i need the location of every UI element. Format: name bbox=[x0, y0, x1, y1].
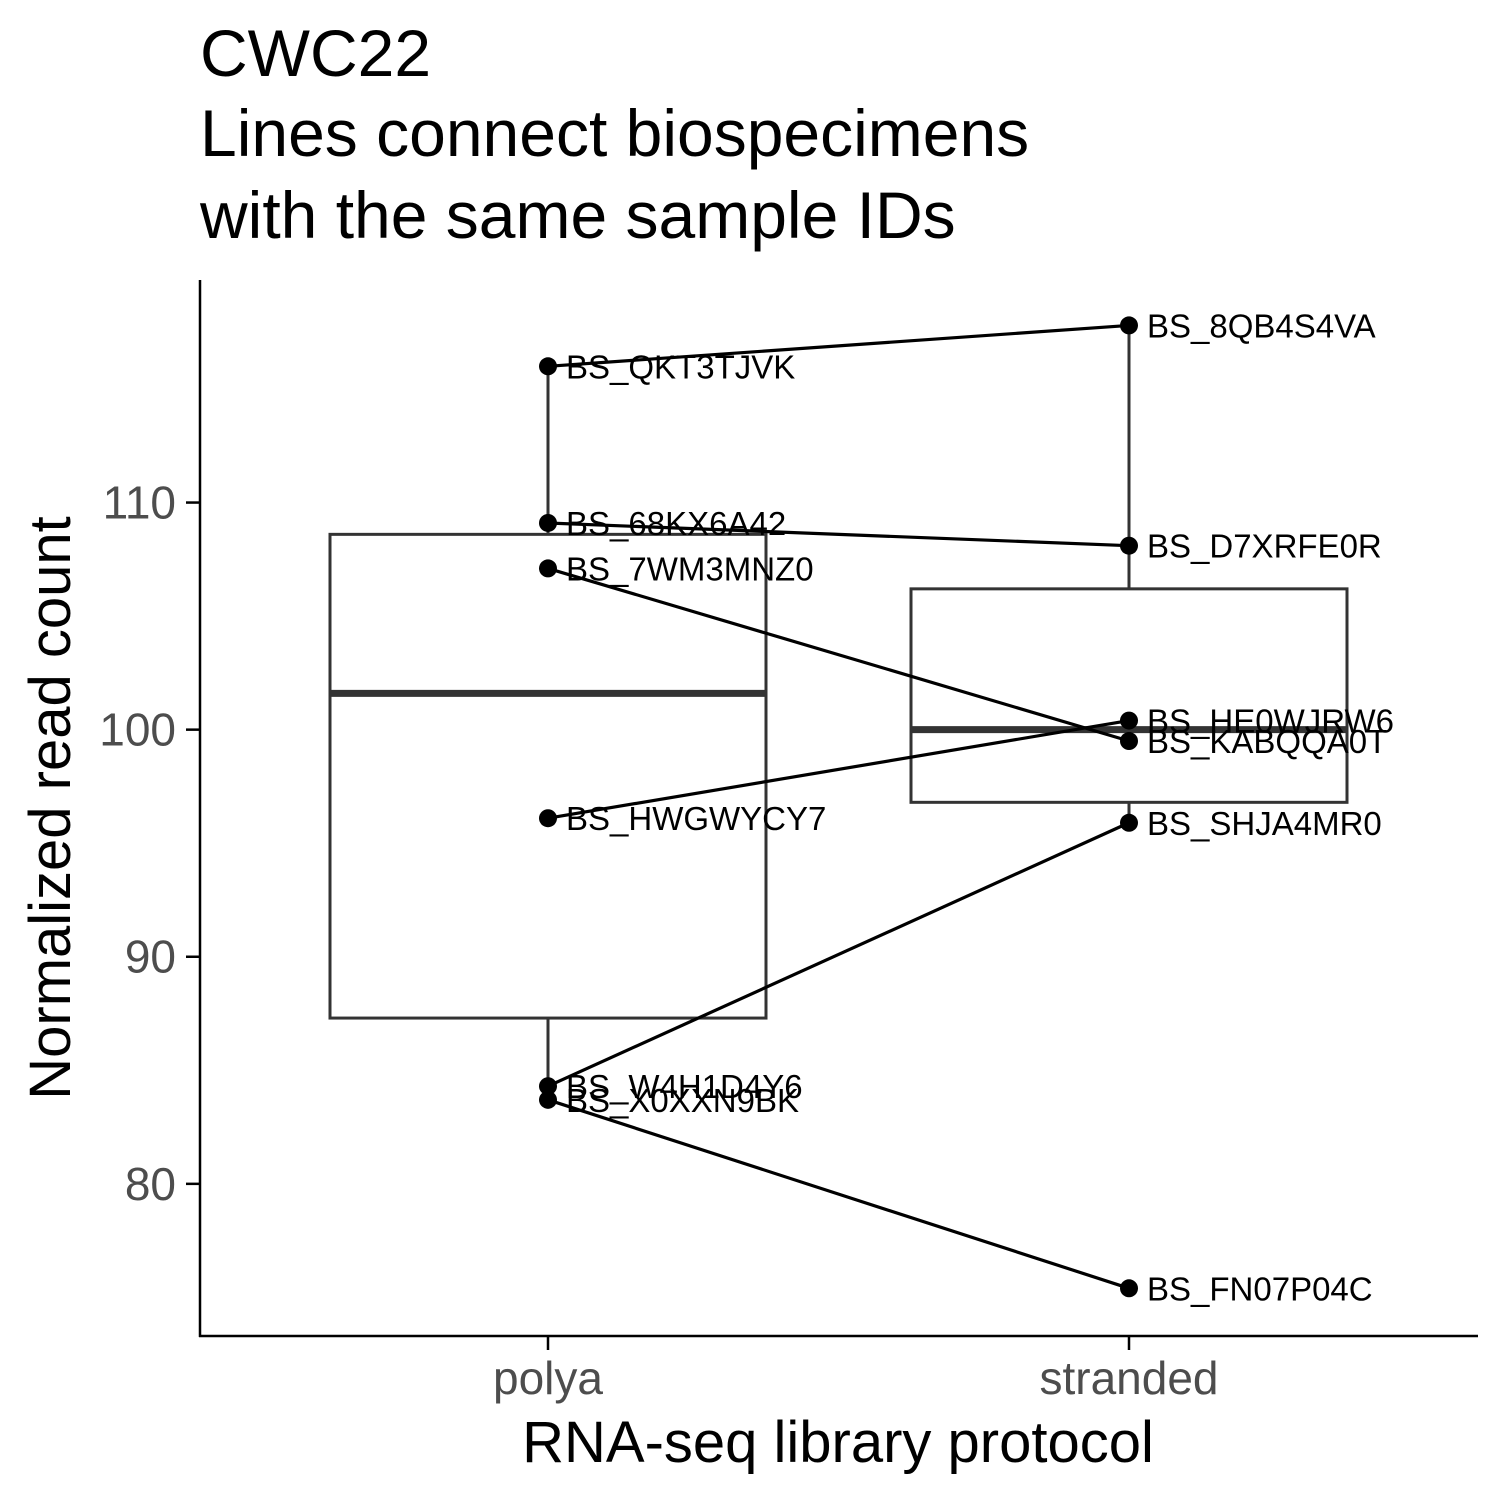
data-point bbox=[1120, 316, 1138, 335]
points-layer bbox=[539, 316, 1138, 1298]
point-label: BS_QKT3TJVK bbox=[566, 348, 795, 385]
axes-layer: 80 90 100 110 polya stranded bbox=[99, 280, 1478, 1404]
x-tick-label-polya: polya bbox=[493, 1352, 603, 1404]
point-label: BS_D7XRFE0R bbox=[1147, 528, 1382, 565]
point-label: BS_HWGWYCY7 bbox=[566, 800, 826, 837]
point-label: BS_7WM3MNZ0 bbox=[566, 550, 814, 587]
box-stranded bbox=[909, 325, 1349, 823]
point-label: BS_68KX6A42 bbox=[566, 505, 786, 542]
data-point bbox=[539, 559, 557, 578]
data-point bbox=[1120, 711, 1138, 730]
link-line bbox=[547, 521, 1130, 548]
y-tick-label: 90 bbox=[125, 931, 176, 983]
y-tick-label: 80 bbox=[125, 1158, 176, 1210]
link-line bbox=[547, 1098, 1130, 1290]
y-tick-label: 110 bbox=[103, 477, 176, 529]
chart-title-line-2: Lines connect biospecimens bbox=[200, 96, 1030, 170]
data-point bbox=[539, 1077, 557, 1096]
boxes-layer bbox=[328, 325, 1349, 1087]
link-line bbox=[547, 323, 1130, 368]
link-line bbox=[547, 821, 1130, 1088]
chart-title-line-3: with the same sample IDs bbox=[200, 178, 956, 252]
x-axis-label: RNA-seq library protocol bbox=[522, 1410, 1154, 1475]
data-point bbox=[539, 513, 557, 532]
data-point bbox=[1120, 732, 1138, 751]
iqr-box bbox=[909, 587, 1349, 804]
data-point bbox=[1120, 813, 1138, 832]
data-point bbox=[539, 809, 557, 828]
point-label: BS_FN07P04C bbox=[1147, 1270, 1373, 1307]
data-point bbox=[1120, 1279, 1138, 1298]
box-polya bbox=[328, 366, 768, 1087]
iqr-box bbox=[328, 532, 768, 1020]
chart-title-line-1: CWC22 bbox=[200, 16, 432, 90]
point-label: BS_W4H1D4Y6 bbox=[566, 1068, 803, 1105]
data-point bbox=[539, 357, 557, 376]
x-tick-label-stranded: stranded bbox=[1039, 1352, 1218, 1404]
data-point bbox=[1120, 536, 1138, 555]
links-layer bbox=[547, 323, 1130, 1290]
point-label: BS_8QB4S4VA bbox=[1147, 307, 1376, 344]
point-labels-layer: BS_QKT3TJVK BS_68KX6A42 BS_7WM3MNZ0 BS_HWGW… bbox=[566, 307, 1394, 1307]
point-label: BS_KABQQA0T bbox=[1147, 723, 1387, 760]
y-axis-label: Normalized read count bbox=[18, 516, 83, 1100]
y-tick-label: 100 bbox=[99, 704, 176, 756]
link-line bbox=[547, 566, 1130, 743]
data-point bbox=[539, 1090, 557, 1109]
link-line bbox=[547, 718, 1130, 820]
point-label: BS_HE0WJRW6 bbox=[1147, 703, 1394, 740]
point-label: BS_SHJA4MR0 bbox=[1147, 805, 1382, 842]
point-label: BS_X0XXN9BK bbox=[566, 1082, 799, 1119]
